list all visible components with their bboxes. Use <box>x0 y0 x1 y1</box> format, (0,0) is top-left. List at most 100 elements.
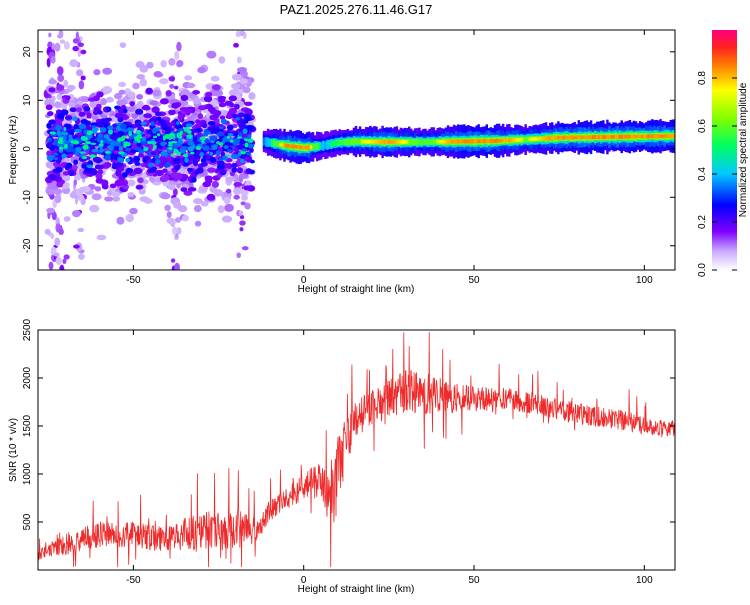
spectrum-cell <box>512 138 515 142</box>
spectrum-cell <box>379 139 382 144</box>
spectrum-cell <box>144 155 150 161</box>
spectrum-cell <box>168 58 176 66</box>
spectrum-cell <box>53 157 58 161</box>
spectrum-cell <box>78 111 86 117</box>
spectrum-cell <box>170 172 180 178</box>
spectrum-cell <box>334 140 337 146</box>
spectrum-cell <box>237 66 248 73</box>
spectrum-cell <box>616 134 619 139</box>
spectrum-cell <box>168 146 173 150</box>
spectrum-cell <box>506 138 509 143</box>
spectrum-cell <box>127 91 136 98</box>
spectrum-cell <box>426 138 429 146</box>
spectrum-cell <box>270 139 274 147</box>
spectrum-cell <box>47 41 53 47</box>
spectrum-cell <box>117 117 124 123</box>
spectrum-cell <box>387 140 390 144</box>
spectrum-cell <box>405 140 409 144</box>
spectrum-cell <box>133 139 138 144</box>
spectrum-cell <box>442 139 446 144</box>
spectrum-cell <box>140 121 148 126</box>
spectrum-cell <box>225 188 232 194</box>
spectrum-cell <box>279 142 282 147</box>
spectrum-cell <box>74 128 82 133</box>
y-tick-label: -10 <box>22 190 33 205</box>
spectrum-cell <box>192 159 198 165</box>
spectrum-cell <box>137 100 144 108</box>
spectrum-cell <box>661 134 664 138</box>
spectrum-cell <box>569 135 572 140</box>
spectrum-cell <box>233 103 240 110</box>
spectrum-cell <box>497 138 501 143</box>
spectrum-cell <box>160 192 171 200</box>
spectrum-cell <box>149 100 159 106</box>
spectrum-cell <box>233 194 240 200</box>
spectrum-cell <box>170 140 178 144</box>
spectrum-cell <box>673 134 675 138</box>
spectrum-cell <box>528 137 531 142</box>
spectrum-cell <box>618 134 621 139</box>
spectrum-cell <box>91 193 102 201</box>
spectrum-cell <box>434 139 437 145</box>
spectrum-cell <box>206 193 216 201</box>
spectrum-cell <box>235 30 241 38</box>
spectrum-cell <box>119 42 127 48</box>
spectrum-cell <box>136 93 144 100</box>
spectrum-cell <box>51 42 56 52</box>
spectrum-cell <box>170 258 176 263</box>
spectrum-cell <box>115 143 122 147</box>
spectrum-cell <box>239 30 245 37</box>
spectrum-cell <box>155 159 161 165</box>
spectrum-cell <box>95 173 103 180</box>
x-tick-label: 100 <box>636 575 653 586</box>
spectrum-cell <box>301 145 305 150</box>
spectrum-cell <box>243 113 251 120</box>
spectrum-cell <box>418 139 421 145</box>
spectrum-cell <box>63 79 69 88</box>
spectrum-cell <box>638 134 642 139</box>
spectrum-cell <box>236 167 243 174</box>
spectrum-cell <box>565 135 568 140</box>
spectrum-cell <box>231 167 238 173</box>
colorbar-tick-label: 0.0 <box>697 263 708 277</box>
spectrum-cell <box>230 83 241 90</box>
spectrum-cell <box>71 164 78 170</box>
spectrum-cell <box>141 136 146 142</box>
spectrum-cell <box>181 214 189 222</box>
spectrum-cell <box>91 148 99 153</box>
spectrogram-plot <box>38 30 675 270</box>
spectrum-cell <box>238 131 243 138</box>
snr-ylabel: SNR (10 * v/v) <box>8 418 19 482</box>
spectrum-cell <box>536 137 540 141</box>
spectrum-cell <box>135 184 144 190</box>
spectrum-cell <box>229 171 235 177</box>
spectrum-cell <box>186 82 196 89</box>
spectrum-cell <box>160 174 170 182</box>
spectrum-cell <box>244 101 253 107</box>
spectrum-cell <box>86 112 92 119</box>
colorbar-label: Normalized spectral amplitude <box>738 82 749 217</box>
spectrum-cell <box>46 150 52 157</box>
spectrum-cell <box>210 75 220 82</box>
spectrum-cell <box>242 128 248 135</box>
spectrum-cell <box>163 126 172 131</box>
spectrum-cell <box>171 102 180 109</box>
spectrum-cell <box>604 134 607 140</box>
spectrum-cell <box>589 135 593 140</box>
spectrum-cell <box>154 154 160 160</box>
spectrum-cell <box>608 135 611 139</box>
spectrum-cell <box>63 143 68 149</box>
spectrum-cell <box>169 132 175 137</box>
spectrum-cell <box>479 139 482 144</box>
spectrum-cell <box>209 156 217 164</box>
spectrum-cell <box>473 139 476 144</box>
spectrum-cell <box>151 106 160 114</box>
spectrum-cell <box>356 138 360 145</box>
spectrum-cell <box>46 207 55 214</box>
spectrum-cell <box>591 135 595 140</box>
spectrum-cell <box>233 182 243 187</box>
spectrum-cell <box>246 152 251 156</box>
spectrum-cell <box>86 164 94 168</box>
spectrum-cell <box>262 137 266 146</box>
spectrum-cell <box>67 84 76 91</box>
